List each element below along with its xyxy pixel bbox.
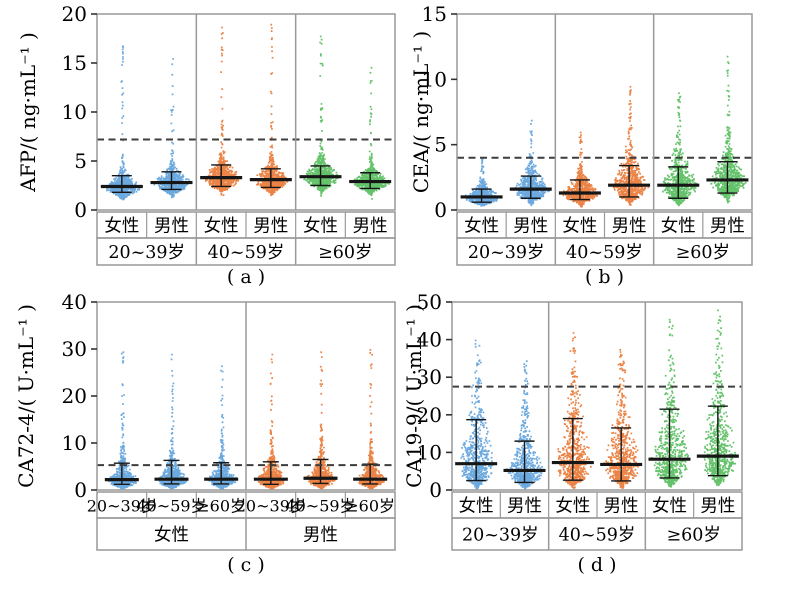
y-tick-label: 10 [62, 100, 87, 124]
group-label: ≥60岁 [196, 497, 246, 516]
group-label: 女性 [303, 217, 338, 237]
panel-caption-a: ( a ) [226, 266, 266, 288]
y-tick-label: 0 [434, 198, 447, 222]
section-label: 20~39岁 [468, 243, 545, 263]
section-label: ≥60岁 [666, 526, 720, 546]
panel-caption-d: ( d ) [577, 554, 617, 576]
group-label: 女性 [555, 497, 590, 517]
violin-c-≥60岁-2 [208, 365, 237, 490]
y-tick-label: 0 [74, 198, 87, 222]
group-label: 女性 [459, 497, 494, 517]
y-tick-label: 30 [62, 337, 87, 361]
y-tick-label: 10 [62, 431, 87, 455]
y-axis-label-cea: CEA/( ng·mL⁻¹ ) [409, 30, 433, 194]
group-label: 女性 [652, 497, 687, 517]
group-label: 男性 [507, 497, 542, 517]
y-tick-label: 15 [422, 2, 447, 26]
violin-b-男性-3 [612, 85, 650, 206]
y-axis-label-afp: AFP/( ng·mL⁻¹ ) [16, 32, 40, 192]
y-axis-label-ca72-4: CA72-4/( U·mL⁻¹ ) [14, 304, 38, 488]
violin-c-40~59岁-1 [158, 353, 187, 490]
panel-caption-b: ( b ) [584, 266, 625, 288]
y-tick-label: 20 [62, 384, 87, 408]
y-tick-label: 30 [417, 365, 442, 389]
violin-a-男性-1 [153, 58, 191, 199]
group-label: 男性 [604, 497, 639, 517]
violin-b-男性-1 [514, 119, 550, 207]
group-label: 女性 [562, 217, 597, 237]
plot-border [451, 301, 743, 491]
y-tick-label: 40 [417, 328, 442, 352]
plot-border [456, 13, 753, 211]
violin-d-男性-1 [506, 360, 543, 490]
section-label: ≥60岁 [676, 243, 730, 263]
label-row2-border [96, 237, 396, 266]
violin-b-女性-0 [464, 157, 500, 207]
violin-c-≥60岁-5 [356, 349, 386, 490]
violin-d-女性-0 [460, 339, 494, 490]
group-label: 男性 [710, 217, 745, 237]
section-label: 40~59岁 [208, 243, 285, 263]
violin-a-女性-4 [303, 35, 339, 197]
y-axis-label-ca19-9: CA19-9/( U·mL⁻¹ ) [402, 304, 426, 488]
group-label: 40~59岁 [285, 497, 355, 516]
y-tick-label: 50 [417, 290, 442, 314]
group-label: 男性 [612, 217, 647, 237]
group-label: ≥60岁 [345, 497, 395, 516]
y-tick-label: 5 [74, 149, 87, 173]
violin-d-女性-4 [650, 318, 689, 488]
group-label: 20~39岁 [236, 497, 306, 516]
group-label: 男性 [700, 497, 735, 517]
y-tick-label: 10 [422, 67, 447, 91]
section-label: 40~59岁 [566, 243, 643, 263]
label-row2-border [451, 517, 743, 551]
violin-c-20~39岁-3 [257, 353, 285, 490]
group-label: 20~39岁 [87, 497, 157, 516]
group-label: 男性 [154, 217, 189, 237]
y-tick-label: 0 [74, 478, 87, 502]
section-label: 40~59岁 [559, 526, 636, 546]
violin-b-女性-2 [562, 131, 598, 208]
violin-d-女性-2 [557, 332, 592, 489]
violin-a-男性-5 [353, 66, 390, 200]
group-label: 男性 [353, 217, 388, 237]
group-label: 40~59岁 [136, 497, 206, 516]
y-tick-label: 40 [62, 290, 87, 314]
section-label: 女性 [154, 526, 189, 546]
violin-c-20~39岁-0 [108, 351, 137, 490]
violin-b-女性-4 [661, 92, 698, 207]
y-tick-label: 20 [417, 403, 442, 427]
violin-b-男性-5 [710, 55, 747, 204]
group-label: 女性 [464, 217, 499, 237]
group-label: 女性 [104, 217, 139, 237]
panel-c: 01020304020~39岁40~59岁≥60岁20~39岁40~59岁≥60… [62, 290, 396, 551]
violin-a-女性-0 [106, 45, 141, 201]
group-label: 男性 [253, 217, 288, 237]
violin-d-男性-5 [703, 309, 736, 487]
group-label: 男性 [513, 217, 548, 237]
label-row2-border [456, 237, 753, 266]
group-label: 女性 [204, 217, 239, 237]
y-tick-label: 20 [62, 2, 87, 26]
panel-caption-c: ( c ) [227, 554, 265, 576]
section-label: 20~39岁 [462, 526, 539, 546]
group-label: 女性 [661, 217, 696, 237]
y-tick-label: 0 [429, 478, 442, 502]
section-label: 男性 [303, 526, 338, 546]
section-label: 20~39岁 [108, 243, 185, 263]
y-tick-label: 10 [417, 440, 442, 464]
y-tick-label: 15 [62, 51, 87, 75]
y-tick-label: 5 [434, 133, 447, 157]
violin-d-男性-3 [603, 349, 641, 489]
section-label: ≥60岁 [318, 243, 372, 263]
